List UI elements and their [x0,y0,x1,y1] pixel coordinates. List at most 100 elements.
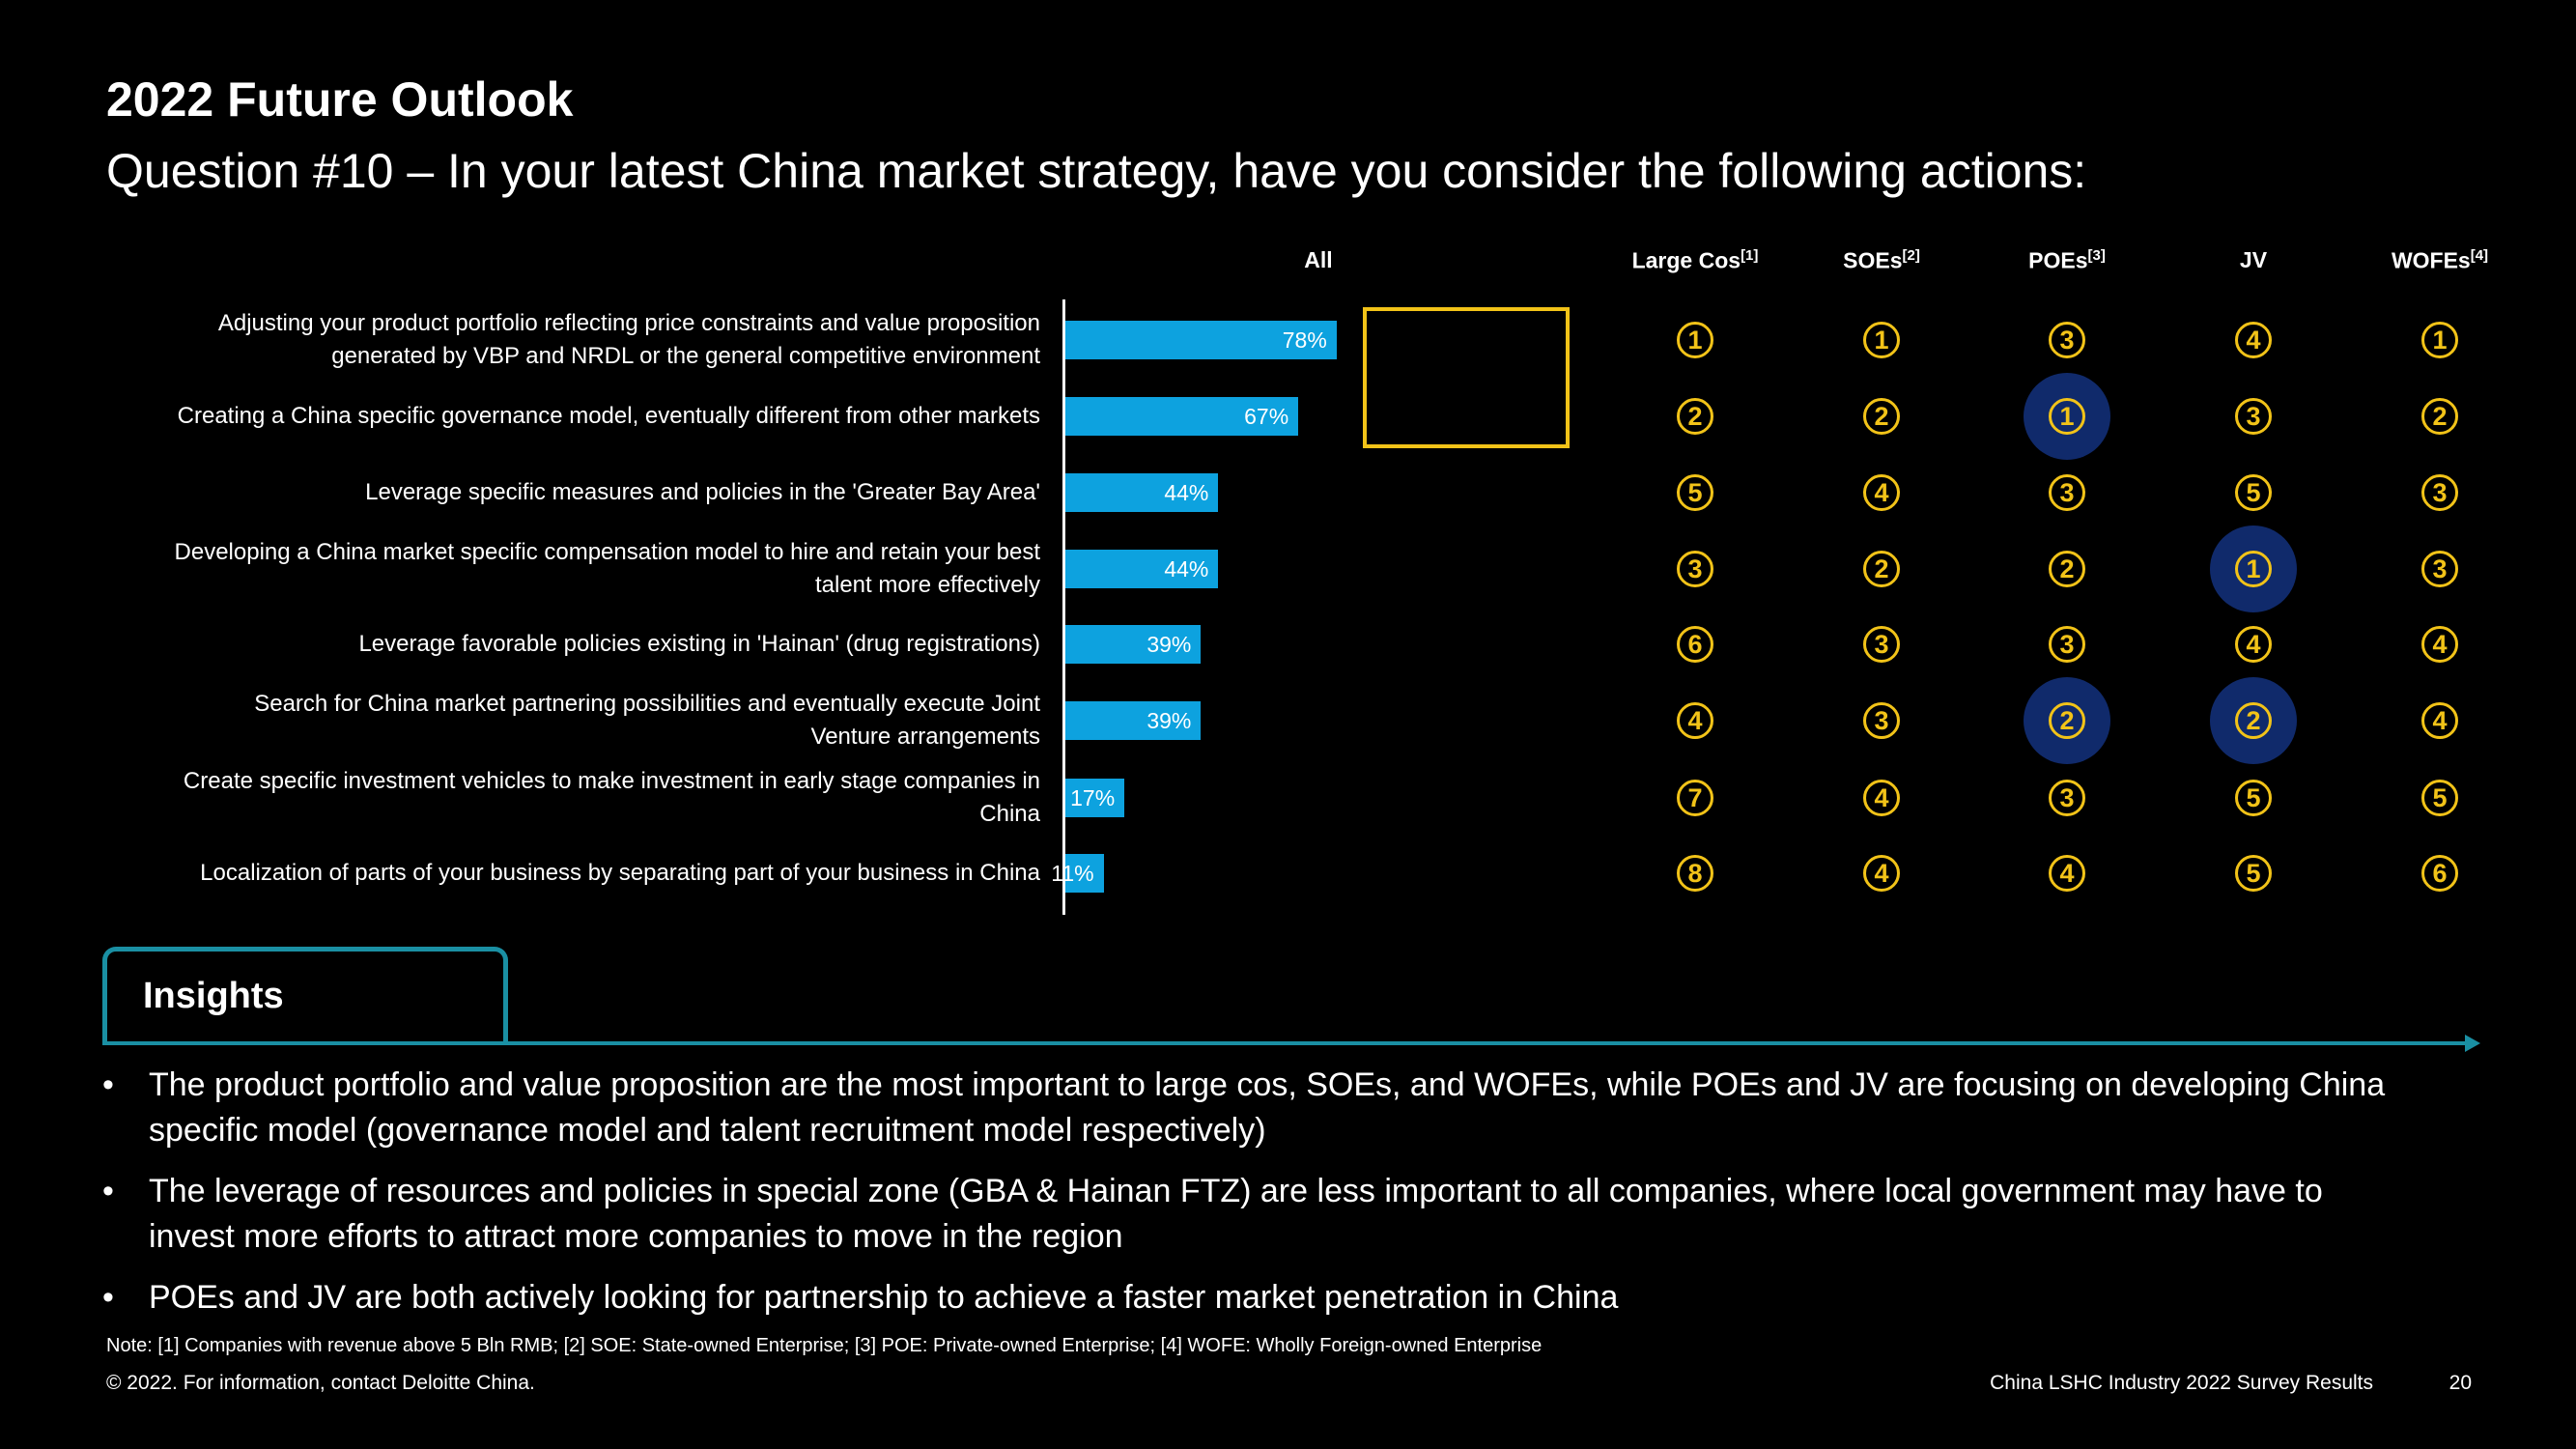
report-title: China LSHC Industry 2022 Survey Results [1990,1372,2373,1394]
rank-number: 4 [1863,474,1900,511]
column-header-poes: POEs[3] [1975,247,2159,274]
insight-bullet: • [102,1173,114,1209]
category-label: Leverage favorable policies existing in … [74,628,1040,661]
bar-value-label: 39% [1146,708,1192,733]
insights-title: Insights [143,976,284,1016]
rank-number: 6 [1677,626,1713,663]
category-label: Create specific investment vehicles to m… [74,765,1040,831]
rank-cell: 2 [2024,526,2110,612]
insight-line: invest more efforts to attract more comp… [149,1218,1123,1255]
insight-line: POEs and JV are both actively looking fo… [149,1279,1619,1316]
rank-cell: 4 [1838,449,1925,536]
column-header-soes: SOEs[2] [1790,247,1973,274]
category-label: Adjusting your product portfolio reflect… [74,307,1040,373]
column-header-footnote-ref: [1] [1741,247,1759,264]
rank-number: 5 [2421,780,2458,816]
bar: 17% [1065,779,1125,817]
rank-number: 4 [2235,626,2272,663]
rank-number: 3 [2049,322,2085,358]
footnote: Note: [1] Companies with revenue above 5… [106,1335,1543,1356]
rank-number: 5 [2235,780,2272,816]
rank-number: 2 [2049,702,2085,739]
column-header-jv: JV [2162,247,2345,273]
rank-number: 3 [2421,474,2458,511]
rank-number: 5 [2235,855,2272,892]
column-header-footnote-ref: [2] [1902,247,1920,264]
rank-number: 2 [1863,551,1900,587]
rank-number: 1 [2049,398,2085,435]
rank-number: 5 [1677,474,1713,511]
rank-cell: 2 [1838,526,1925,612]
rank-number: 8 [1677,855,1713,892]
rank-number: 4 [2421,702,2458,739]
rank-cell: 4 [2210,297,2297,384]
insight-item: The leverage of resources and policies i… [149,1169,2477,1260]
rank-number: 4 [2421,626,2458,663]
rank-cell: 6 [2396,830,2483,917]
category-label-line: Create specific investment vehicles to m… [183,768,1040,794]
rank-number: 4 [1863,780,1900,816]
rank-cell: 1 [1652,297,1739,384]
bar-value-label: 39% [1146,632,1192,657]
rank-number: 5 [2235,474,2272,511]
rank-cell: 4 [2396,601,2483,688]
rank-cell: 4 [1652,677,1739,764]
bar-value-label: 67% [1244,404,1289,429]
rank-number: 3 [1677,551,1713,587]
insights-tab [102,947,508,1043]
category-label-line: Leverage favorable policies existing in … [358,631,1040,657]
insight-bullet: • [102,1066,114,1103]
category-label: Creating a China specific governance mod… [74,400,1040,433]
rank-number: 2 [2421,398,2458,435]
rank-cell: 3 [2396,526,2483,612]
rank-number: 2 [1677,398,1713,435]
bar-value-label: 44% [1164,480,1209,505]
column-header-name: JV [2239,247,2268,272]
bar: 11% [1051,854,1104,893]
rank-number: 3 [2049,626,2085,663]
rank-cell: 3 [2024,297,2110,384]
column-header-name: WOFEs [2391,247,2471,273]
insight-bullet: • [102,1279,114,1316]
bar-value-label: 17% [1070,785,1116,810]
insights-arrow-icon [2465,1035,2480,1052]
category-label-line: Localization of parts of your business b… [200,860,1040,886]
insights-divider [102,1041,2469,1045]
bar: 39% [1065,625,1202,664]
insight-item: The product portfolio and value proposit… [149,1063,2477,1153]
chart-axis-line [1062,299,1065,915]
column-header-name: SOEs [1843,247,1903,273]
category-label-line: Search for China market partnering possi… [254,691,1040,717]
category-label: Leverage specific measures and policies … [74,476,1040,509]
rank-number: 1 [2421,322,2458,358]
rank-cell: 4 [1838,754,1925,841]
rank-cell: 4 [2396,677,2483,764]
category-label-line: Developing a China market specific compe… [174,539,1040,565]
column-header-wofes: WOFEs[4] [2348,247,2532,274]
rank-number: 7 [1677,780,1713,816]
bar: 44% [1065,550,1219,588]
top-bars-highlight-box [1363,307,1570,448]
rank-number: 3 [1863,626,1900,663]
rank-cell: 2 [2210,677,2297,764]
rank-number: 1 [1677,322,1713,358]
rank-cell: 4 [2210,601,2297,688]
rank-number: 2 [1863,398,1900,435]
insight-item: POEs and JV are both actively looking fo… [149,1275,2477,1321]
rank-cell: 1 [2396,297,2483,384]
rank-number: 3 [2049,780,2085,816]
rank-number: 6 [2421,855,2458,892]
rank-number: 1 [1863,322,1900,358]
category-label-line: talent more effectively [814,572,1040,598]
rank-cell: 1 [1838,297,1925,384]
rank-cell: 4 [1838,830,1925,917]
rank-cell: 1 [2210,526,2297,612]
rank-number: 3 [1863,702,1900,739]
rank-cell: 2 [2024,677,2110,764]
bar: 78% [1065,321,1337,359]
column-header-footnote-ref: [4] [2470,247,2489,264]
category-label: Search for China market partnering possi… [74,688,1040,753]
rank-cell: 3 [1838,601,1925,688]
category-label-line: Adjusting your product portfolio reflect… [217,310,1040,336]
page-title: 2022 Future Outlook [106,72,574,127]
